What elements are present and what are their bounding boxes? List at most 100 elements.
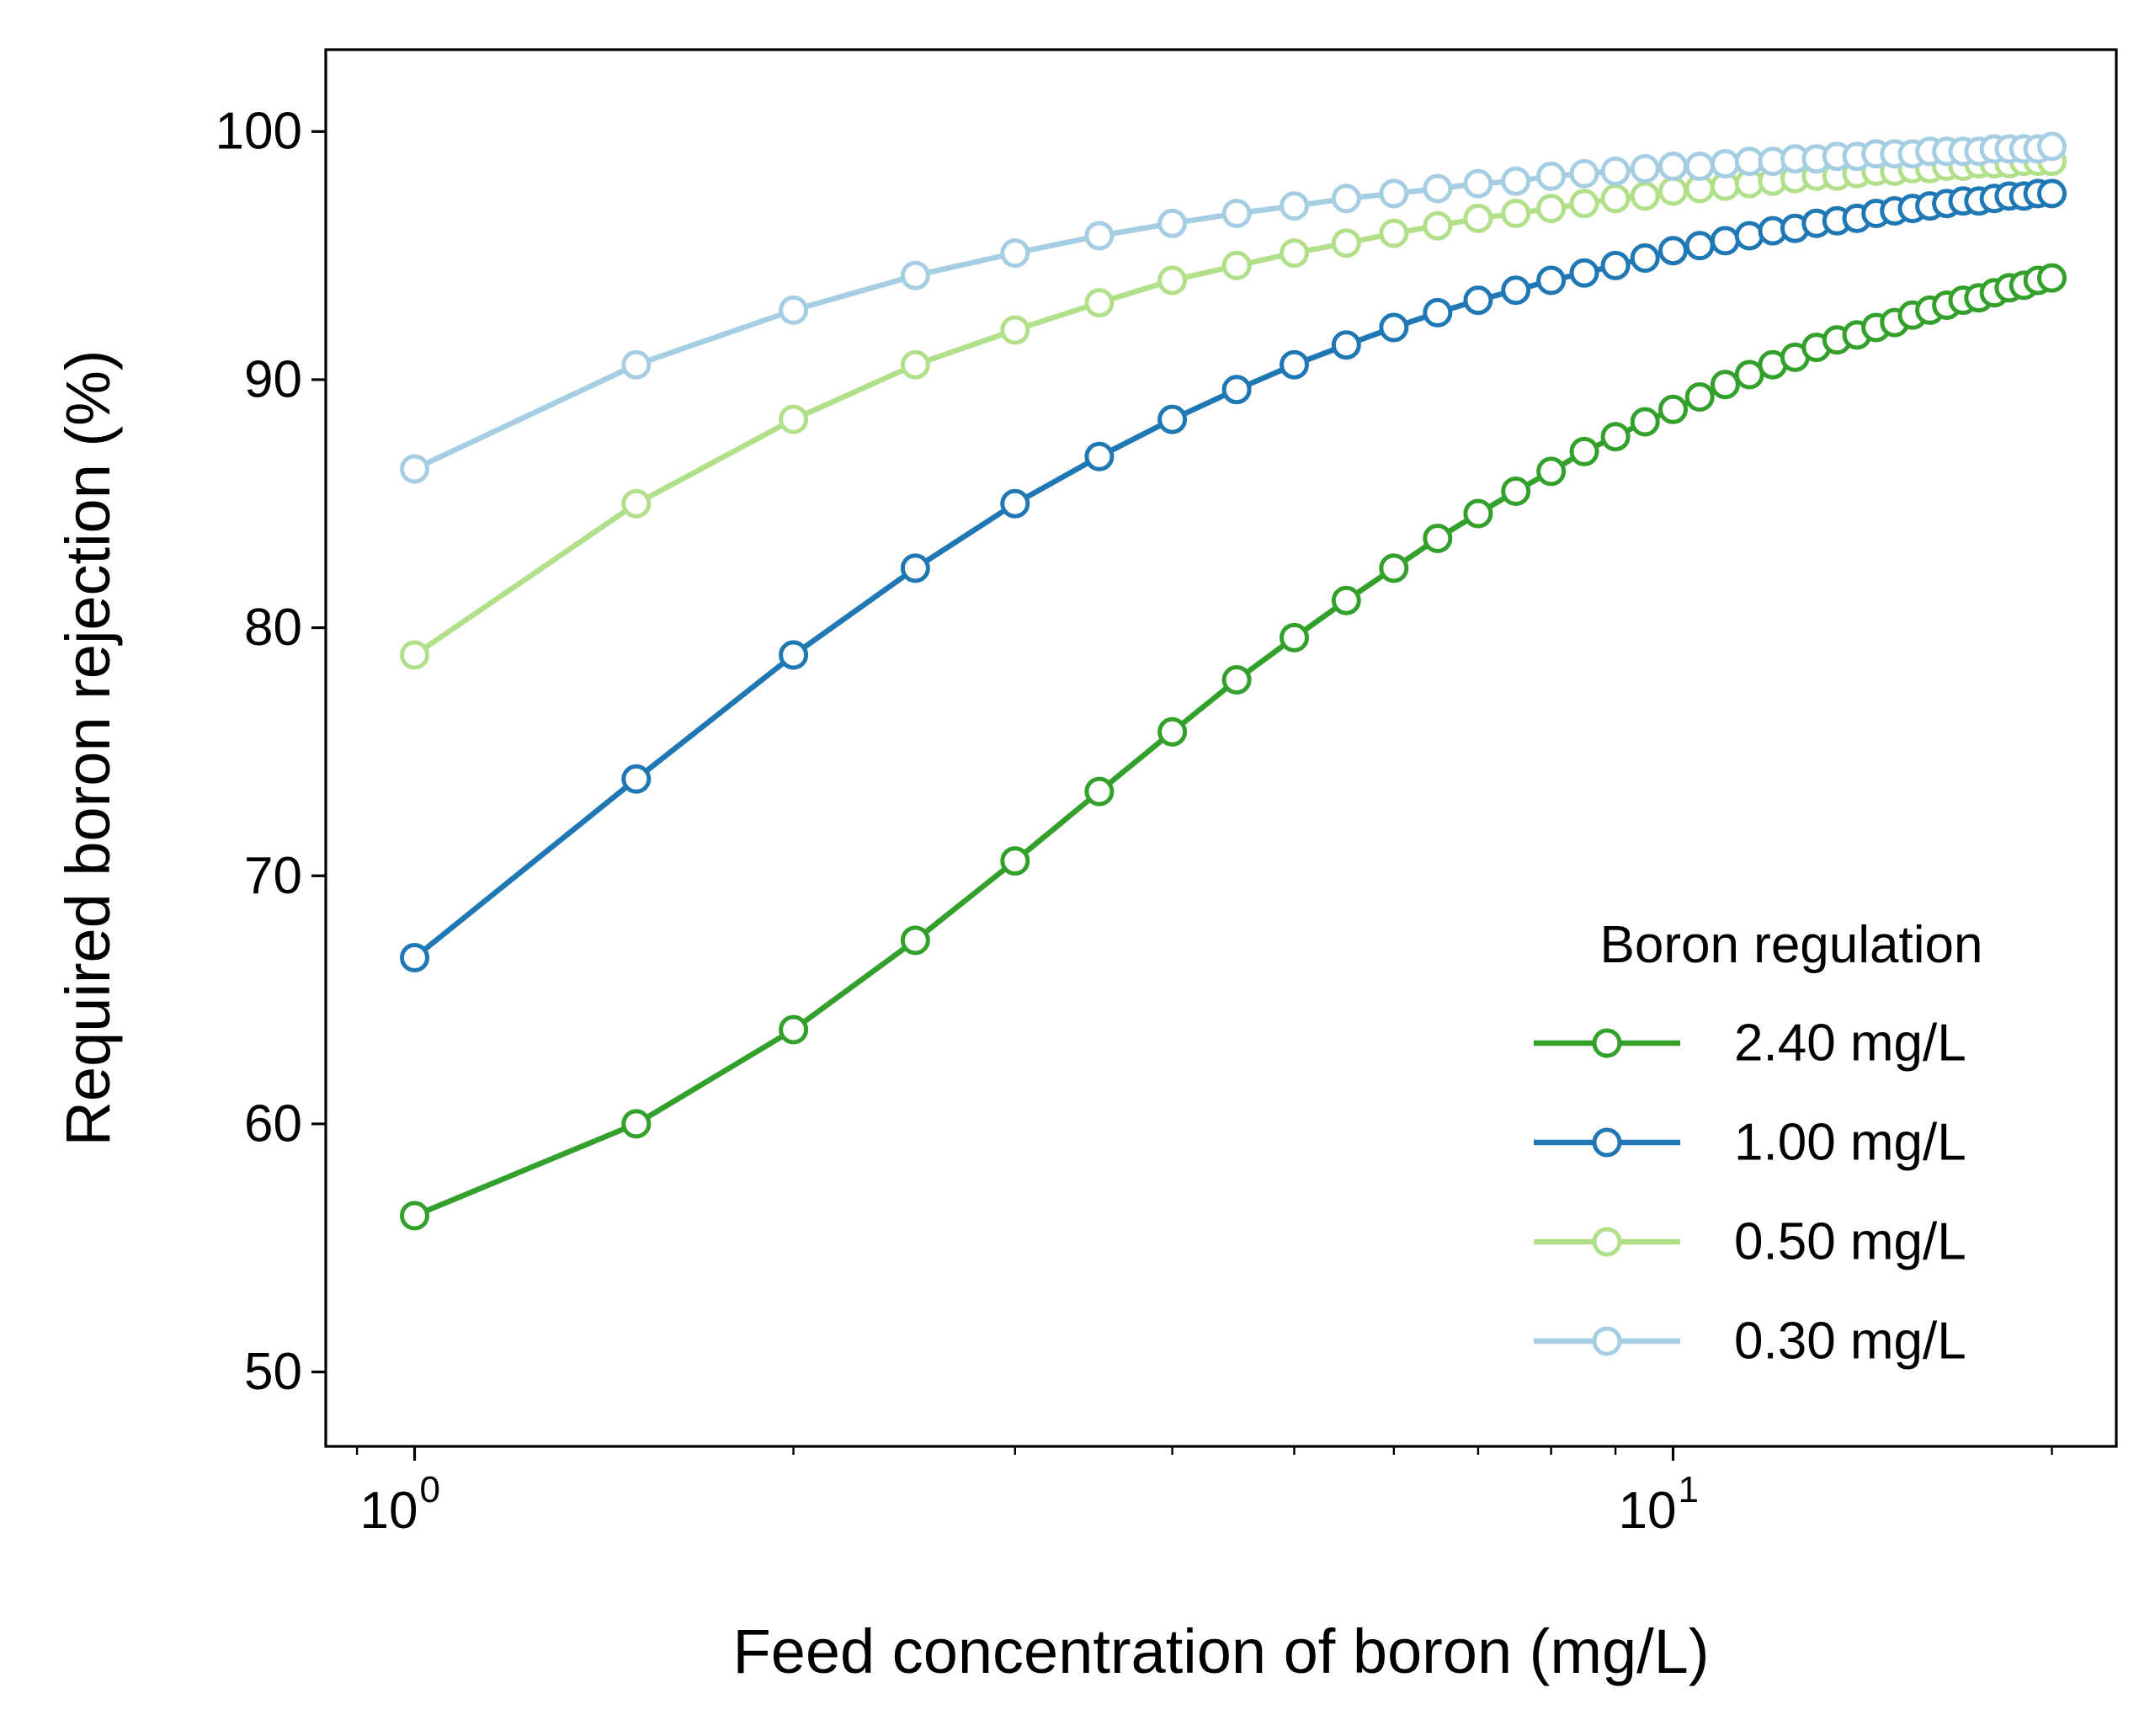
data-point [779, 640, 809, 670]
data-point [1423, 210, 1453, 241]
data-point [1000, 315, 1030, 345]
data-point [900, 925, 930, 956]
x-tick-base: 10 [360, 1482, 418, 1540]
x-tick-label: 10 1 [1619, 1469, 1699, 1540]
data-point [779, 1014, 809, 1045]
legend-entry: 2.40 mg/L [1534, 1014, 1966, 1073]
data-point [1423, 173, 1453, 204]
series-layer [400, 131, 2067, 1231]
data-point [1280, 238, 1309, 269]
data-point [900, 553, 930, 583]
data-point [1710, 370, 1740, 400]
data-point [1658, 152, 1688, 181]
data-point [1331, 184, 1361, 214]
legend-entry: 0.30 mg/L [1534, 1313, 1966, 1371]
data-point [1280, 349, 1309, 380]
x-axis-label: Feed concentration of boron (mg/L) [733, 1616, 1710, 1686]
data-point [1569, 258, 1599, 288]
legend-marker [1592, 1227, 1622, 1257]
x-tick-base: 10 [1619, 1482, 1677, 1540]
legend-entry: 0.50 mg/L [1534, 1213, 1966, 1271]
data-point [1684, 382, 1715, 412]
y-tick-label: 50 [244, 1343, 302, 1401]
legend-marker [1592, 1127, 1622, 1158]
data-point [1569, 158, 1599, 189]
data-point [1084, 441, 1115, 471]
x-tick-label: 10 0 [360, 1469, 440, 1540]
legend-label: 0.30 mg/L [1734, 1313, 1966, 1371]
y-tick-label: 70 [244, 847, 302, 905]
data-point [1684, 231, 1715, 261]
data-point [1600, 422, 1631, 452]
data-point [1084, 288, 1115, 318]
data-point [2037, 263, 2067, 293]
data-point [1630, 407, 1660, 437]
data-point [1501, 166, 1531, 196]
data-point [1331, 585, 1361, 615]
series-0-50-mg-l [400, 146, 2067, 670]
data-point [1536, 194, 1567, 224]
data-point [1000, 238, 1030, 269]
data-point [1501, 199, 1531, 228]
data-point [1536, 456, 1567, 487]
data-point [1000, 488, 1030, 519]
data-point [621, 764, 652, 794]
data-point [1536, 161, 1567, 191]
data-point [1630, 181, 1660, 211]
legend-entry: 1.00 mg/L [1534, 1114, 1966, 1172]
data-point [1501, 477, 1531, 506]
data-point [1600, 184, 1631, 214]
data-point [1157, 208, 1188, 238]
data-point [1221, 665, 1252, 695]
series-1-00-mg-l [400, 178, 2067, 972]
data-point [1501, 275, 1531, 306]
y-tick-label: 80 [244, 599, 302, 657]
data-point [400, 1201, 429, 1231]
data-point [1084, 776, 1115, 807]
data-point [1710, 149, 1740, 178]
legend-label: 0.50 mg/L [1734, 1213, 1966, 1271]
data-point [1379, 312, 1409, 343]
data-point [1423, 297, 1453, 327]
data-point [1569, 436, 1599, 466]
plot-frame [324, 48, 2118, 1448]
series-line [413, 274, 2053, 1219]
data-point [1658, 394, 1688, 424]
data-point [900, 349, 930, 380]
data-point [400, 943, 429, 972]
data-point [1157, 265, 1188, 296]
data-point [1084, 221, 1115, 251]
series-line [413, 143, 2053, 471]
legend: Boron regulation 2.40 mg/L 1.00 mg/L 0.50 m… [1534, 916, 1982, 1371]
data-point [779, 295, 809, 325]
y-tick-label: 60 [244, 1094, 302, 1153]
x-tick-exponent: 0 [420, 1469, 440, 1510]
data-point [1157, 716, 1188, 747]
data-point [621, 488, 652, 519]
data-point [1379, 178, 1409, 209]
data-point [1423, 524, 1453, 553]
data-point [1280, 622, 1309, 652]
y-tick-label: 100 [216, 103, 302, 161]
data-point [1463, 203, 1493, 233]
data-point [1221, 199, 1252, 228]
data-point [1630, 243, 1660, 273]
data-point [779, 404, 809, 434]
data-point [400, 454, 429, 484]
data-point [1463, 498, 1493, 529]
data-point [1463, 285, 1493, 316]
legend-label: 2.40 mg/L [1734, 1014, 1966, 1073]
data-point [1630, 153, 1660, 184]
data-point [1463, 168, 1493, 199]
data-point [1600, 250, 1631, 280]
data-point [900, 260, 930, 290]
legend-marker [1592, 1028, 1622, 1058]
series-2-40-mg-l [400, 263, 2067, 1231]
data-point [1221, 250, 1252, 280]
data-point [621, 349, 652, 380]
data-point [1379, 553, 1409, 583]
data-point [1280, 191, 1309, 221]
data-point [2037, 131, 2067, 162]
